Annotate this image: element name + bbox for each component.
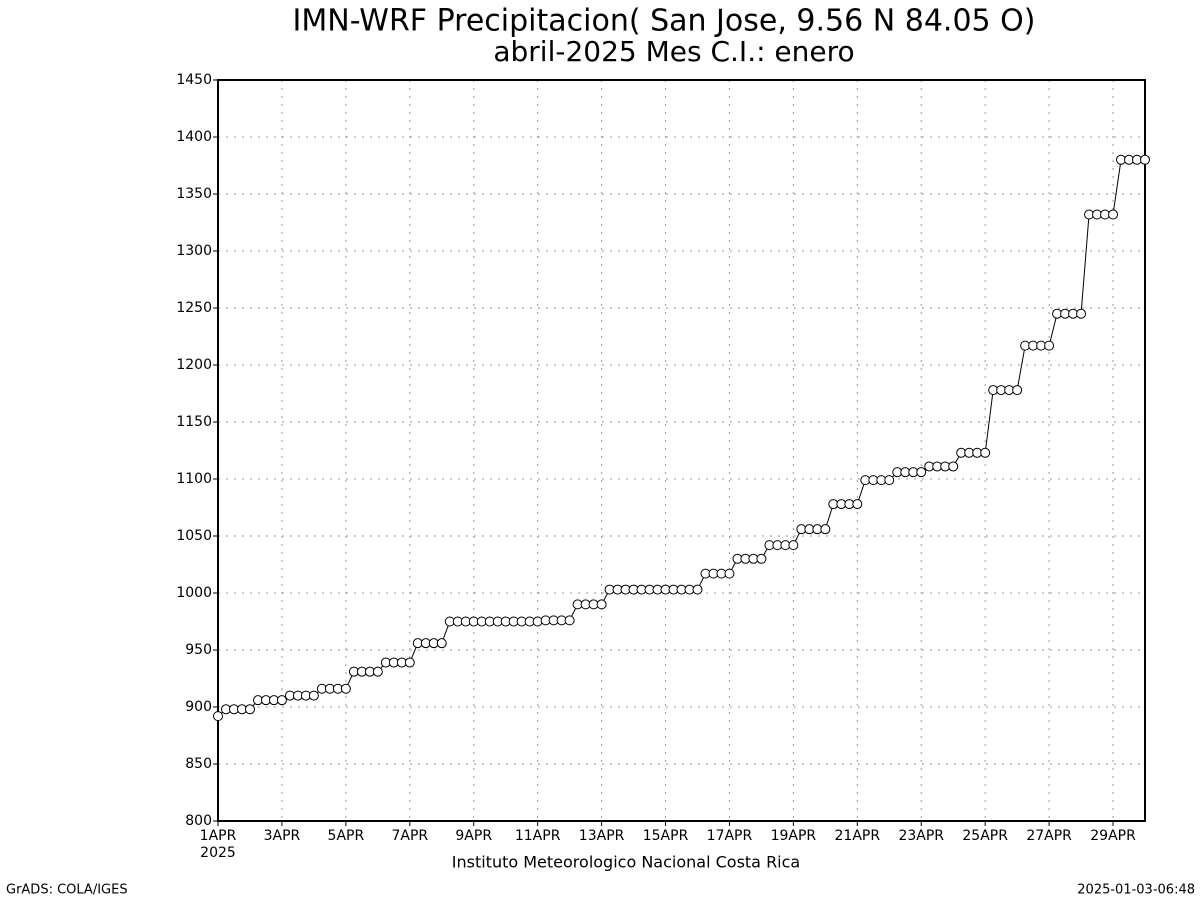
data-point xyxy=(596,599,607,610)
y-tick-label: 1150 xyxy=(176,414,212,430)
data-point xyxy=(852,499,863,510)
x-tick-label: 17APR xyxy=(707,828,753,844)
y-tick-label: 1350 xyxy=(176,186,212,202)
x-axis-label: Instituto Meteorologico Nacional Costa R… xyxy=(452,853,800,872)
data-point xyxy=(436,638,447,649)
data-point xyxy=(884,475,895,486)
x-tick-label: 15APR xyxy=(643,828,689,844)
x-tick-label: 3APR xyxy=(264,828,301,844)
footer-left: GrADS: COLA/IGES xyxy=(6,883,128,898)
data-point xyxy=(980,447,991,458)
footer-right: 2025-01-03-06:48 xyxy=(1077,883,1195,898)
data-point xyxy=(916,467,927,478)
y-tick-label: 1450 xyxy=(176,72,212,88)
chart-title: IMN-WRF Precipitacion( San Jose, 9.56 N … xyxy=(293,4,1036,39)
x-tick-label: 13APR xyxy=(579,828,625,844)
data-point xyxy=(213,711,223,722)
data-point xyxy=(1140,154,1150,165)
x-tick-label: 19APR xyxy=(771,828,817,844)
data-point xyxy=(756,553,767,564)
x-tick-label: 23APR xyxy=(898,828,944,844)
data-point xyxy=(372,666,383,677)
data-point xyxy=(724,568,735,579)
data-point xyxy=(788,540,799,551)
x-tick-label: 7APR xyxy=(391,828,428,844)
x-tick-label: 9APR xyxy=(455,828,492,844)
y-tick-label: 900 xyxy=(185,699,212,715)
y-tick-label: 1000 xyxy=(176,585,212,601)
x-tick-label: 11APR xyxy=(515,828,561,844)
y-tick-label: 1200 xyxy=(176,357,212,373)
x-tick-label: 21APR xyxy=(835,828,881,844)
data-point xyxy=(564,615,575,626)
x-tick-label: 1APR xyxy=(200,828,237,844)
y-tick-label: 1400 xyxy=(176,129,212,145)
plot-frame xyxy=(217,79,1146,822)
data-point xyxy=(308,690,319,701)
data-point xyxy=(244,704,255,715)
y-tick-label: 1050 xyxy=(176,528,212,544)
data-point xyxy=(820,524,831,535)
y-tick-label: 1250 xyxy=(176,300,212,316)
data-line xyxy=(217,159,1145,717)
y-tick-label: 950 xyxy=(185,642,212,658)
data-point xyxy=(1044,340,1055,351)
data-point xyxy=(1012,385,1023,396)
y-tick-label: 800 xyxy=(185,813,212,829)
chart-subtitle: abril-2025 Mes C.I.: enero xyxy=(493,35,854,68)
y-tick-label: 850 xyxy=(185,756,212,772)
x-tick-label: 25APR xyxy=(962,828,1008,844)
y-tick-label: 1100 xyxy=(176,471,212,487)
data-point xyxy=(404,657,415,668)
data-point xyxy=(1108,209,1119,220)
data-point xyxy=(1076,308,1087,319)
x-tick-label: 29APR xyxy=(1090,828,1136,844)
data-point xyxy=(948,461,959,472)
data-point xyxy=(276,695,287,706)
data-point xyxy=(340,683,351,694)
y-tick-label: 1300 xyxy=(176,243,212,259)
x-tick-label: 5APR xyxy=(328,828,365,844)
x-tick-label: 27APR xyxy=(1026,828,1072,844)
x-tick-sublabel: 2025 xyxy=(200,845,236,861)
data-point xyxy=(692,584,703,595)
